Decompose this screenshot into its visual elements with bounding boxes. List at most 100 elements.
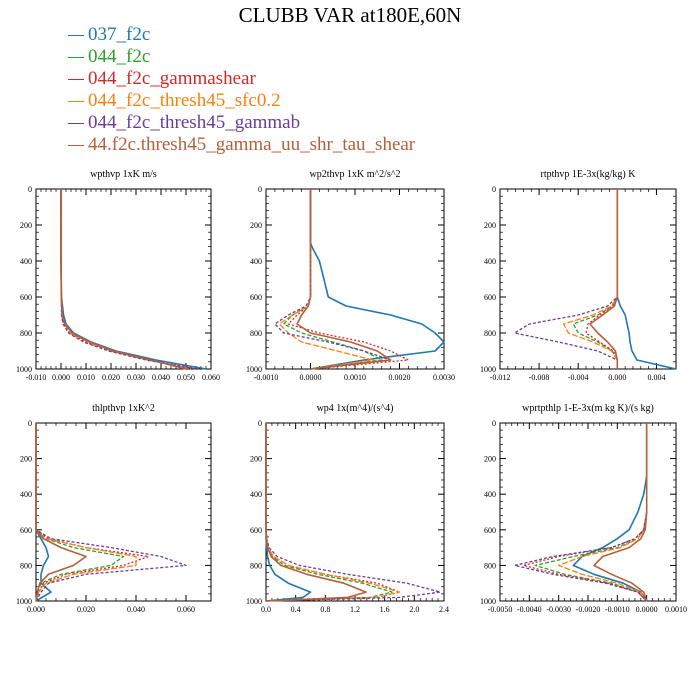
x-tick-label: 0.000 bbox=[27, 605, 45, 614]
y-tick-label: 0 bbox=[492, 419, 496, 428]
plot-frame bbox=[265, 422, 445, 602]
x-tick-label: 2.0 bbox=[409, 605, 419, 614]
legend-item: 44.f2c.thresh45_gamma_uu_shr_tau_shear bbox=[68, 134, 415, 156]
legend-label: 44.f2c.thresh45_gamma_uu_shr_tau_shear bbox=[88, 134, 416, 155]
plot-frame bbox=[35, 188, 212, 370]
panel-title: wprtpthlp 1-E-3x(m kg K)/(s kg) bbox=[522, 403, 654, 414]
series-line bbox=[265, 423, 401, 602]
panel-title: wpthvp 1xK m/s bbox=[90, 169, 157, 180]
x-tick-label: -0.008 bbox=[529, 373, 550, 382]
y-tick-label: 200 bbox=[250, 455, 262, 464]
x-tick-label: 0.0030 bbox=[433, 373, 455, 382]
series-line bbox=[265, 423, 393, 602]
legend-label: 044_f2c_thresh45_sfc0.2 bbox=[88, 90, 281, 111]
y-tick-label: 1000 bbox=[246, 597, 262, 606]
y-tick-label: 0 bbox=[258, 185, 262, 194]
series-line bbox=[35, 423, 125, 602]
x-tick-label: 0.004 bbox=[647, 373, 665, 382]
y-tick-label: 600 bbox=[484, 526, 496, 535]
y-tick-label: 1000 bbox=[16, 365, 32, 374]
y-tick-label: 1000 bbox=[16, 597, 32, 606]
y-tick-label: 600 bbox=[250, 293, 262, 302]
x-tick-label: 1.6 bbox=[380, 605, 390, 614]
x-tick-label: 0.4 bbox=[291, 605, 301, 614]
x-tick-label: 1.2 bbox=[350, 605, 360, 614]
panel-title: rtpthvp 1E-3x(kg/kg) K bbox=[541, 169, 637, 180]
x-tick-label: -0.0010 bbox=[605, 605, 630, 614]
series-line bbox=[593, 423, 648, 602]
y-tick-label: 200 bbox=[20, 221, 32, 230]
x-tick-label: 0.000 bbox=[52, 373, 70, 382]
y-tick-label: 400 bbox=[20, 490, 32, 499]
x-tick-label: 0.000 bbox=[608, 373, 626, 382]
x-tick-label: 2.4 bbox=[439, 605, 449, 614]
x-tick-label: -0.0010 bbox=[254, 373, 279, 382]
series-line bbox=[60, 189, 197, 370]
x-tick-label: -0.0020 bbox=[576, 605, 601, 614]
legend-item: 037_f2c bbox=[68, 24, 415, 46]
x-tick-label: 0.030 bbox=[127, 373, 145, 382]
panel-title: thlpthvp 1xK^2 bbox=[92, 403, 155, 414]
legend-label: 044_f2c_thresh45_gammab bbox=[88, 112, 301, 133]
series-line bbox=[309, 189, 445, 370]
legend-label: 037_f2c bbox=[88, 24, 151, 45]
series-line bbox=[265, 423, 312, 602]
x-tick-label: 0.040 bbox=[152, 373, 170, 382]
y-tick-label: 1000 bbox=[480, 597, 496, 606]
y-tick-label: 800 bbox=[20, 561, 32, 570]
legend-swatch bbox=[68, 57, 84, 59]
legend-swatch bbox=[68, 145, 84, 147]
x-tick-label: -0.010 bbox=[26, 373, 47, 382]
x-tick-label: 0.020 bbox=[102, 373, 120, 382]
x-tick-label: 0.050 bbox=[177, 373, 195, 382]
series-line bbox=[265, 423, 441, 602]
legend-label: 044_f2c bbox=[88, 46, 151, 67]
y-tick-label: 400 bbox=[250, 490, 262, 499]
series-line bbox=[265, 423, 367, 602]
series-line bbox=[514, 423, 648, 602]
y-tick-label: 200 bbox=[484, 221, 496, 230]
series-line bbox=[558, 423, 648, 602]
series-line bbox=[572, 189, 618, 369]
y-tick-label: 400 bbox=[484, 490, 496, 499]
series-line bbox=[572, 423, 648, 602]
legend-swatch bbox=[68, 35, 84, 37]
series-line bbox=[514, 189, 618, 369]
legend-swatch bbox=[68, 79, 84, 81]
y-tick-label: 400 bbox=[250, 257, 262, 266]
series-line bbox=[35, 423, 187, 602]
legend-label: 044_f2c_gammashear bbox=[88, 68, 256, 89]
series-line bbox=[60, 189, 187, 370]
y-tick-label: 600 bbox=[484, 293, 496, 302]
y-tick-label: 0 bbox=[28, 185, 32, 194]
legend-item: 044_f2c_thresh45_sfc0.2 bbox=[68, 90, 415, 112]
x-tick-label: 0.0010 bbox=[344, 373, 366, 382]
legend: 037_f2c 044_f2c 044_f2c_gammashear 044_f… bbox=[68, 24, 415, 156]
legend-swatch bbox=[68, 123, 84, 125]
x-tick-label: 0.0 bbox=[261, 605, 271, 614]
x-tick-label: 0.0010 bbox=[665, 605, 687, 614]
x-tick-label: 0.0000 bbox=[636, 605, 658, 614]
y-tick-label: 800 bbox=[484, 561, 496, 570]
legend-item: 044_f2c_gammashear bbox=[68, 68, 415, 90]
x-tick-label: -0.012 bbox=[490, 373, 511, 382]
series-line bbox=[296, 189, 392, 370]
series-line bbox=[562, 189, 618, 369]
y-tick-label: 200 bbox=[20, 455, 32, 464]
x-tick-label: 0.040 bbox=[127, 605, 145, 614]
x-tick-label: -0.0030 bbox=[546, 605, 571, 614]
series-line bbox=[60, 189, 192, 370]
legend-item: 044_f2c_thresh45_gammab bbox=[68, 112, 415, 134]
y-tick-label: 800 bbox=[20, 329, 32, 338]
y-tick-label: 800 bbox=[250, 561, 262, 570]
x-tick-label: -0.004 bbox=[568, 373, 589, 382]
series-line bbox=[616, 189, 677, 370]
x-tick-label: 0.8 bbox=[320, 605, 330, 614]
y-tick-label: 800 bbox=[250, 329, 262, 338]
series-line bbox=[589, 189, 619, 369]
y-tick-label: 600 bbox=[20, 526, 32, 535]
figure-title: CLUBB VAR at180E,60N bbox=[238, 3, 462, 27]
y-tick-label: 400 bbox=[484, 257, 496, 266]
x-tick-label: -0.0040 bbox=[517, 605, 542, 614]
